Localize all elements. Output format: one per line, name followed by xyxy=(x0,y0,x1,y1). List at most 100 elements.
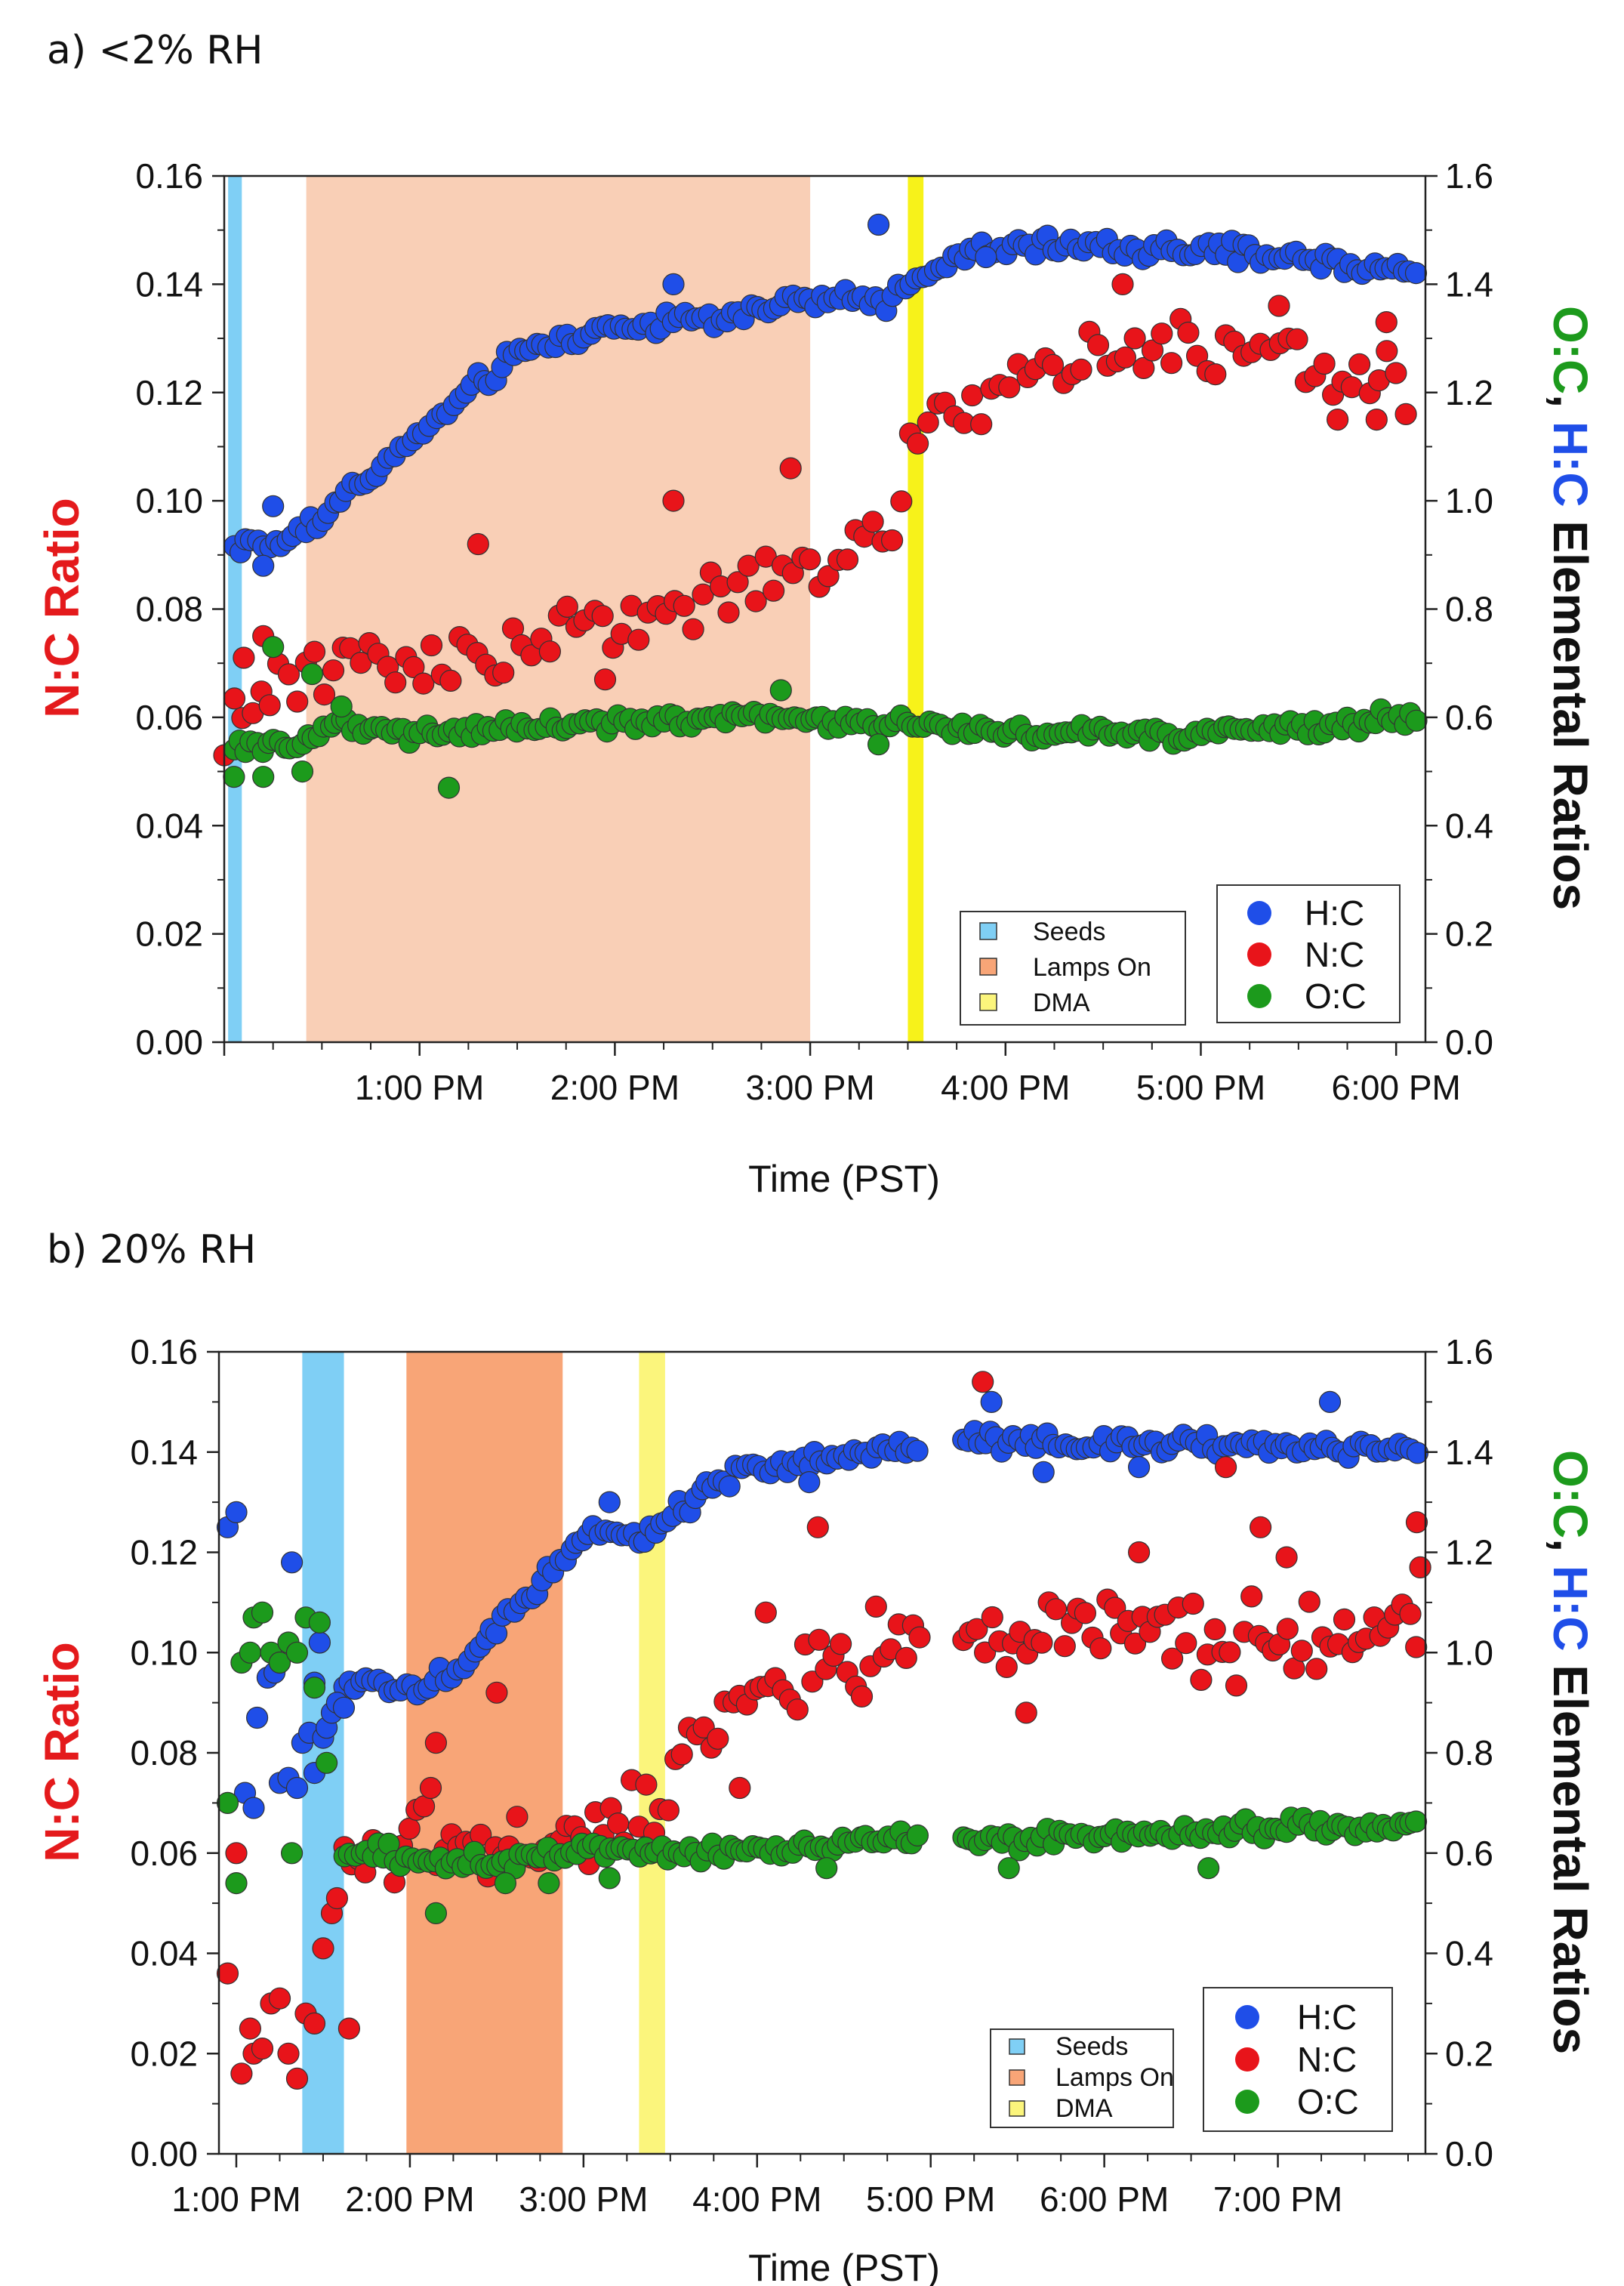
right-tick-label: 1.6 xyxy=(1445,1332,1493,1371)
left-tick-label: 0.14 xyxy=(130,1433,198,1472)
point-hc xyxy=(906,1439,929,1462)
point-nc xyxy=(895,1646,917,1669)
panel-a: a) <2% RH 0.000.020.040.060.080.100.120.… xyxy=(35,28,1598,1200)
point-nc xyxy=(817,565,840,588)
point-nc xyxy=(285,2067,309,2090)
point-nc xyxy=(662,489,685,512)
seeds-swatch xyxy=(979,922,997,940)
panel-b-series-legend: H:C N:C O:C xyxy=(1203,1987,1393,2132)
right-tick-label: 0.2 xyxy=(1445,2034,1493,2073)
left-tick-label: 0.16 xyxy=(130,1332,198,1371)
right-tick-label: 0.4 xyxy=(1445,1934,1493,1973)
point-oc xyxy=(330,695,353,718)
right-tick-label: 1.2 xyxy=(1445,1533,1493,1572)
right-tick-label: 1.4 xyxy=(1445,264,1493,304)
legend-hc-label-b: H:C xyxy=(1297,1998,1357,2037)
point-hc xyxy=(598,1491,621,1513)
point-nc xyxy=(322,659,345,682)
seeds-swatch-b xyxy=(1009,2038,1025,2055)
right-tick-label: 1.0 xyxy=(1445,1633,1493,1672)
shaded-region-dma xyxy=(908,176,924,1042)
point-nc xyxy=(799,548,821,571)
point-nc xyxy=(1074,1602,1097,1624)
x-tick-label: 6:00 PM xyxy=(1332,1068,1461,1107)
point-oc xyxy=(815,1857,838,1880)
point-nc xyxy=(277,663,300,686)
right-tick-label: 1.6 xyxy=(1445,156,1493,196)
left-tick-label: 0.00 xyxy=(135,1023,203,1062)
point-nc xyxy=(1249,1516,1272,1538)
point-nc xyxy=(1305,1658,1328,1680)
x-tick-label: 1:00 PM xyxy=(171,2180,300,2219)
right-tick-label: 1.4 xyxy=(1445,1433,1493,1472)
panel-b-axes: 0.00 0.02 0.04 0.06 0.08 0.10 0.12 0.14 0.16 0.0 0… xyxy=(130,1332,1493,2219)
x-tick-label: 2:00 PM xyxy=(550,1068,679,1107)
legend-hc-label: H:C xyxy=(1305,893,1364,933)
panel-a-right-axis-title: O:C, H:C Elemental Ratios xyxy=(1543,306,1598,910)
point-nc xyxy=(1394,403,1417,426)
shaded-region-seeds xyxy=(228,176,242,1042)
point-nc xyxy=(1114,346,1137,369)
right-tick-label: 1.0 xyxy=(1445,481,1493,520)
panel-a-label: a) <2% RH xyxy=(47,28,263,73)
oc-label-part: O:C xyxy=(1543,306,1598,394)
point-nc xyxy=(1141,339,1164,362)
left-tick-label: 0.04 xyxy=(130,1934,198,1973)
point-oc xyxy=(1405,709,1428,732)
x-tick-label: 6:00 PM xyxy=(1040,2180,1169,2219)
legend-lamps-label: Lamps On xyxy=(1033,953,1151,982)
point-oc xyxy=(494,1872,517,1895)
point-nc xyxy=(998,376,1021,399)
point-hc xyxy=(798,1470,821,1494)
point-nc xyxy=(591,605,614,628)
point-hc xyxy=(308,1631,331,1654)
point-nc xyxy=(890,490,913,513)
point-nc xyxy=(1160,1647,1184,1670)
legend-nc-label: N:C xyxy=(1305,935,1364,974)
point-hc xyxy=(718,1475,741,1498)
point-hc xyxy=(662,273,685,295)
x-tick-label: 3:00 PM xyxy=(745,1068,874,1107)
point-nc xyxy=(1086,334,1110,356)
point-nc xyxy=(420,634,443,657)
point-oc xyxy=(239,1641,261,1664)
point-nc xyxy=(286,690,309,713)
point-oc xyxy=(262,636,285,659)
point-hc xyxy=(262,495,285,517)
panel-b-left-axis-title: N:C Ratio xyxy=(35,1642,89,1862)
point-oc xyxy=(216,1791,239,1814)
point-nc xyxy=(251,2038,274,2060)
x-tick-label: 1:00 PM xyxy=(355,1068,484,1107)
point-nc xyxy=(593,668,617,691)
point-hc xyxy=(1404,262,1428,285)
point-oc xyxy=(906,1824,929,1846)
x-tick-label: 4:00 PM xyxy=(941,1068,1070,1107)
point-nc xyxy=(1031,1631,1053,1654)
point-nc xyxy=(312,1937,334,1960)
point-nc xyxy=(1268,295,1290,317)
left-tick-label: 0.16 xyxy=(135,156,203,196)
point-nc xyxy=(806,1516,829,1538)
point-nc xyxy=(972,1371,994,1393)
lamps-swatch-b xyxy=(1009,2069,1025,2086)
right-tick-label: 0.6 xyxy=(1445,698,1493,737)
right-tick-label: 0.8 xyxy=(1445,590,1493,629)
point-nc xyxy=(1225,1674,1248,1697)
left-tick-label: 0.02 xyxy=(135,915,203,954)
point-nc xyxy=(908,1626,931,1649)
point-nc xyxy=(1399,1603,1422,1625)
point-nc xyxy=(412,1795,436,1818)
point-hc xyxy=(225,1501,248,1524)
point-nc xyxy=(1182,1592,1204,1615)
panel-b-x-axis-title: Time (PST) xyxy=(748,2247,940,2286)
point-nc xyxy=(1375,311,1398,334)
point-hc xyxy=(246,1706,269,1729)
point-nc xyxy=(1132,356,1155,379)
point-nc xyxy=(1276,1618,1299,1640)
point-nc xyxy=(829,1633,852,1655)
comma-label-part-b: , xyxy=(1543,1538,1598,1566)
point-hc xyxy=(285,1776,309,1800)
point-nc xyxy=(1240,1585,1263,1608)
point-nc xyxy=(1409,1556,1431,1578)
point-nc xyxy=(398,1817,421,1840)
